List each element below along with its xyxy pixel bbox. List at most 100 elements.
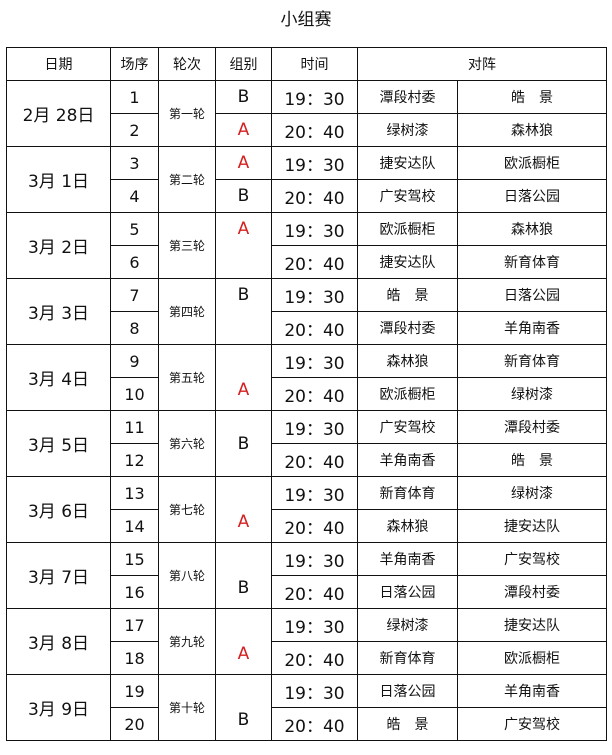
home-team: 皓 景: [357, 707, 458, 741]
match-time: 20：40: [271, 245, 358, 279]
away-team: 捷安达队: [457, 509, 607, 543]
page-title: 小组赛: [280, 10, 332, 30]
match-round: 第六轮: [158, 410, 216, 477]
home-team: 新育体育: [357, 641, 458, 675]
match-seq: 19: [110, 674, 159, 708]
away-team: 日落公园: [457, 179, 607, 213]
match-seq: 9: [110, 344, 159, 378]
header-time: 时间: [271, 47, 358, 81]
match-date: 3月 9日: [6, 674, 111, 741]
away-team: 森林狼: [457, 113, 607, 147]
away-team: 潭段村委: [457, 410, 607, 444]
match-date: 3月 3日: [6, 278, 111, 345]
match-date: 3月 5日: [6, 410, 111, 477]
away-team: 绿树漆: [457, 476, 607, 510]
match-time: 20：40: [271, 575, 358, 609]
match-seq: 10: [110, 377, 159, 411]
match-row: 3月 3日 7 第四轮 B 19：30 皓 景日落公园: [6, 278, 607, 345]
match-group: A: [215, 113, 272, 147]
away-team: 皓 景: [457, 443, 607, 477]
away-team: 潭段村委: [457, 575, 607, 609]
match-row: 20 20：40 皓 景广安驾校: [7, 707, 607, 741]
match-round: 第四轮: [158, 278, 216, 345]
header-match: 对阵: [357, 47, 607, 81]
match-seq: 13: [110, 476, 159, 510]
home-team: 绿树漆: [357, 113, 458, 147]
header-group: 组别: [215, 47, 272, 81]
match-time: 19：30: [271, 476, 358, 510]
away-team: 绿树漆: [457, 377, 607, 411]
match-seq: 20: [110, 707, 159, 741]
match-round: 第十轮: [158, 674, 216, 741]
match-round: 第七轮: [158, 476, 216, 543]
away-team: 森林狼: [457, 212, 607, 246]
home-team: 日落公园: [357, 575, 458, 609]
match-row: 3月 9日 19 第十轮 B 19：30 日落公园 羊角南香: [6, 674, 607, 741]
match-time: 19：30: [271, 410, 358, 444]
match-seq: 8: [110, 311, 159, 345]
match-seq: 15: [110, 542, 159, 576]
match-time: 20：40: [271, 179, 358, 213]
match-row: 14 20：40 森林狼 捷安达队: [7, 509, 607, 543]
match-row: 12 20：40 羊角南香皓 景: [7, 443, 607, 477]
match-date: 3月 2日: [6, 212, 111, 279]
home-team: 潭段村委: [357, 80, 458, 114]
match-seq: 1: [110, 80, 159, 114]
match-date: 3月 4日: [6, 344, 111, 411]
match-time: 19：30: [271, 542, 358, 576]
schedule-body: 2月 28日 1 第一轮 B 19：30 潭段村委皓 景 2 A 20：40 绿树漆 森林狼 3月 1…: [6, 80, 607, 741]
header-seq: 场序: [110, 47, 159, 81]
home-team: 欧派橱柜: [357, 377, 458, 411]
match-row: 16 20：40 日落公园 潭段村委: [7, 575, 607, 609]
header-date: 日期: [6, 47, 111, 81]
match-seq: 17: [110, 608, 159, 642]
home-team: 森林狼: [357, 509, 458, 543]
home-team: 羊角南香: [357, 542, 458, 576]
home-team: 欧派橱柜: [357, 212, 458, 246]
home-team: 羊角南香: [357, 443, 458, 477]
match-group: A: [215, 212, 272, 279]
match-time: 19：30: [271, 146, 358, 180]
match-row: 4 B 20：40 广安驾校 日落公园: [7, 179, 607, 213]
match-time: 20：40: [271, 377, 358, 411]
match-date: 3月 8日: [6, 608, 111, 675]
home-team: 广安驾校: [357, 410, 458, 444]
match-row: 2 A 20：40 绿树漆 森林狼: [7, 113, 607, 147]
match-time: 20：40: [271, 113, 358, 147]
schedule-table: 日期 场序 轮次 组别 时间 对阵 2月 28日 1 第一轮 B 19：30 潭段村委皓 …: [6, 47, 607, 741]
match-date: 3月 7日: [6, 542, 111, 609]
match-row: 3月 7日 15 第八轮 B 19：30 羊角南香 广安驾校: [6, 542, 607, 609]
match-group: B: [215, 278, 272, 345]
away-team: 羊角南香: [457, 674, 607, 708]
match-seq: 18: [110, 641, 159, 675]
away-team: 广安驾校: [457, 707, 607, 741]
match-time: 20：40: [271, 641, 358, 675]
match-round: 第二轮: [158, 146, 216, 213]
match-seq: 14: [110, 509, 159, 543]
match-group: B: [215, 410, 272, 477]
away-team: 新育体育: [457, 344, 607, 378]
match-group: B: [215, 674, 272, 741]
match-round: 第一轮: [158, 80, 216, 147]
match-seq: 3: [110, 146, 159, 180]
match-seq: 2: [110, 113, 159, 147]
header-round: 轮次: [158, 47, 216, 81]
match-row: 3月 1日 3 第二轮 A 19：30 捷安达队 欧派橱柜: [6, 146, 607, 213]
match-seq: 7: [110, 278, 159, 312]
match-round: 第九轮: [158, 608, 216, 675]
match-row: 2月 28日 1 第一轮 B 19：30 潭段村委皓 景: [6, 80, 607, 147]
match-time: 19：30: [271, 674, 358, 708]
match-group: A: [215, 344, 272, 411]
match-round: 第五轮: [158, 344, 216, 411]
match-row: 3月 4日 9 第五轮 A 19：30 森林狼 新育体育: [6, 344, 607, 411]
match-row: 10 20：40 欧派橱柜 绿树漆: [7, 377, 607, 411]
match-row: 3月 6日 13 第七轮 A 19：30 新育体育 绿树漆: [6, 476, 607, 543]
match-seq: 6: [110, 245, 159, 279]
match-seq: 16: [110, 575, 159, 609]
away-team: 广安驾校: [457, 542, 607, 576]
match-round: 第八轮: [158, 542, 216, 609]
match-group: B: [215, 179, 272, 213]
match-seq: 5: [110, 212, 159, 246]
match-group: A: [215, 608, 272, 675]
home-team: 皓 景: [357, 278, 458, 312]
